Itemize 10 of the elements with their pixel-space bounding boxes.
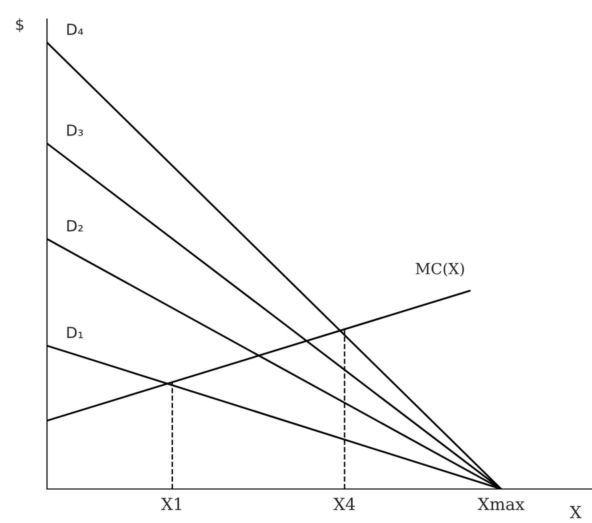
series-label: D₄ (67, 24, 84, 35)
series-label: D₂ (67, 220, 83, 232)
x-tick-label: X1 (161, 498, 182, 510)
x-axis-title: X (570, 506, 582, 518)
series-label: D₁ (67, 326, 83, 338)
series-label: D₃ (67, 124, 83, 136)
x-tick-label: Xmax (478, 498, 524, 510)
y-axis-title: $ (16, 18, 24, 32)
x-tick-label: X4 (333, 498, 355, 510)
series-label: MC(X) (416, 262, 464, 277)
